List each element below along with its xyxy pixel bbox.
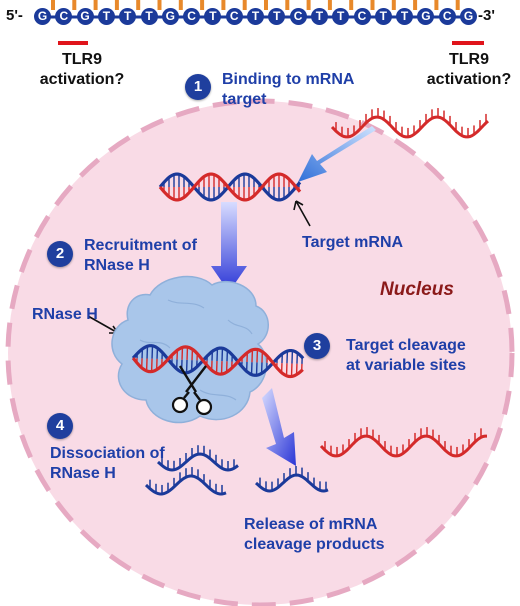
tlr9-right-label: TLR9 activation? <box>426 51 512 88</box>
cleavage-fragments <box>144 445 329 496</box>
arrow-recruitment <box>211 202 247 292</box>
step-3-badge: 3 <box>304 333 330 359</box>
mrna-free-right <box>319 427 487 458</box>
oligo-ticks <box>51 0 460 10</box>
duplex-target-binding <box>158 172 302 202</box>
nucleus-label: Nucleus <box>380 279 454 300</box>
fragment-strand <box>254 473 329 493</box>
oligo-base: T <box>97 8 115 25</box>
free-mrna-strand <box>330 115 490 139</box>
three-prime-label: -3' <box>478 7 495 24</box>
step-1-badge: 1 <box>185 74 211 100</box>
target-mrna-pointer <box>293 200 311 227</box>
mrna-strand <box>131 345 304 379</box>
arrow-release <box>262 388 296 466</box>
oligo-base: T <box>332 8 350 25</box>
oligo-base: G <box>76 8 94 25</box>
oligo-base: T <box>310 8 328 25</box>
oligo-base: G <box>161 8 179 25</box>
step-4-label: Dissociation of RNase H <box>50 445 165 482</box>
mrna-free-top <box>330 108 490 139</box>
oligo-base: T <box>140 8 158 25</box>
antisense-strand <box>131 344 305 377</box>
target-mrna-label: Target mRNA <box>302 234 404 251</box>
oligo-base: C <box>289 8 307 25</box>
oligo-base: C <box>55 8 73 25</box>
free-mrna-strand <box>319 434 487 458</box>
arrow-binding <box>298 126 376 182</box>
fragment-strand <box>144 474 227 496</box>
fragment-strand <box>156 452 239 472</box>
oligo-base: T <box>119 8 137 25</box>
five-prime-label: 5'- <box>6 7 23 24</box>
oligo-base: G <box>34 8 51 25</box>
tlr9-left-label: TLR9 activation? <box>39 51 125 88</box>
step-3-label: Target cleavage at variable sites <box>346 337 467 374</box>
rnase-h-label: RNase H <box>32 306 98 323</box>
oligo-base: G <box>417 8 435 25</box>
oligo-base: C <box>353 8 371 25</box>
duplex-in-rnase-h <box>131 344 305 379</box>
oligo-base: C <box>438 8 456 25</box>
step-4-badge: 4 <box>47 413 73 439</box>
oligo-base: G <box>460 8 477 25</box>
step-2-badge: 2 <box>47 241 73 267</box>
rnase-h-texture <box>139 299 253 401</box>
oligo-base: T <box>396 8 414 25</box>
oligo-base: T <box>374 8 392 25</box>
oligo-base: C <box>225 8 243 25</box>
step-2-label: Recruitment of RNase H <box>84 237 197 274</box>
release-label: Release of mRNA cleavage products <box>244 516 385 553</box>
mrna-strand <box>158 172 302 202</box>
oligo-base: C <box>183 8 201 25</box>
antisense-strand <box>158 172 302 202</box>
step-1-label: Binding to mRNA target <box>222 71 355 108</box>
scissors-icon <box>171 365 213 416</box>
oligo-base: T <box>204 8 222 25</box>
oligo-base: T <box>268 8 286 25</box>
oligo-base: T <box>247 8 264 25</box>
